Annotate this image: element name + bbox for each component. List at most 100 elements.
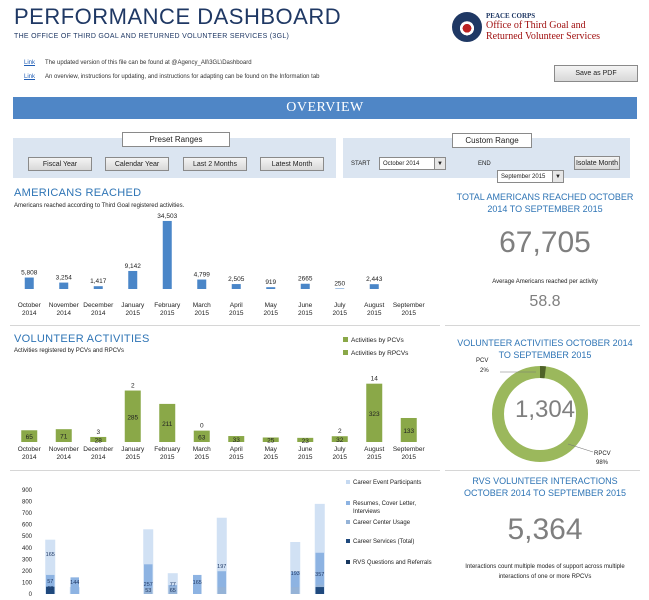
volunteer-activities-chart: 65October201471November2014283December20… — [18, 337, 425, 461]
chevron-down-icon[interactable]: ▼ — [434, 158, 445, 169]
logo-line2: Returned Volunteer Services — [486, 31, 601, 42]
bar-rpcv — [366, 383, 383, 442]
x-tick-label: 2015 — [367, 310, 382, 317]
bar-data-label: 257 — [144, 582, 153, 588]
section-divider — [10, 470, 440, 471]
section-divider — [445, 325, 640, 326]
x-tick-label: December — [83, 446, 114, 453]
calendar-year-button[interactable]: Calendar Year — [105, 157, 169, 171]
x-tick-label: February — [154, 446, 181, 453]
bar-rvs — [144, 564, 153, 594]
y-tick-label: 700 — [22, 511, 33, 517]
bar-data-label: 57 — [47, 579, 53, 585]
info-link[interactable]: Link — [24, 74, 36, 80]
page-title: PERFORMANCE DASHBOARD — [14, 4, 342, 29]
bar-rvs — [167, 573, 178, 594]
last-2-months-button[interactable]: Last 2 Months — [183, 157, 247, 171]
preset-ranges-title: Preset Ranges — [122, 132, 230, 147]
logo-line1: Office of Third Goal and — [486, 20, 586, 31]
bar-americans — [197, 279, 207, 289]
update-link[interactable]: Link — [24, 60, 36, 66]
y-tick-label: 500 — [22, 534, 33, 540]
save-pdf-button[interactable]: Save as PDF — [554, 65, 638, 82]
x-tick-label: March — [193, 302, 211, 309]
bar-data-label: 77 — [170, 582, 176, 588]
americans-reached-desc: Americans reached according to Third Goa… — [14, 203, 185, 209]
peace-corps-seal-icon — [452, 12, 482, 42]
bar-data-label: 285 — [127, 414, 138, 421]
legend-label: Career Services (Total) — [353, 539, 414, 545]
x-tick-label: January — [121, 446, 145, 453]
bar-rpcv — [90, 436, 107, 442]
bar-rvs — [143, 529, 154, 594]
logo-org: PEACE CORPS — [486, 12, 536, 20]
overview-banner: OVERVIEW — [13, 97, 637, 119]
bar-americans — [128, 270, 138, 289]
bar-rvs — [193, 574, 202, 594]
x-tick-label: 2015 — [264, 310, 279, 317]
end-date-select[interactable]: September 2015 ▼ — [497, 170, 564, 183]
x-tick-label: 2015 — [195, 454, 210, 461]
legend-swatch — [343, 350, 348, 355]
bar-rvs — [290, 542, 301, 594]
bar-data-label: 63 — [198, 434, 206, 441]
bar-rvs — [216, 517, 227, 594]
bar-rvs — [45, 539, 56, 594]
x-tick-label: April — [230, 302, 244, 309]
x-tick-label: 2014 — [91, 454, 106, 461]
bar-data-label: 5,808 — [21, 270, 38, 277]
y-tick-label: 200 — [22, 569, 33, 575]
x-tick-label: 2015 — [298, 310, 313, 317]
bar-rvs — [144, 587, 153, 594]
bar-data-label: 28 — [95, 437, 103, 444]
bar-rvs — [168, 586, 177, 594]
y-tick-label: 300 — [22, 557, 33, 563]
end-date-value: September 2015 — [501, 173, 546, 180]
x-tick-label: 2015 — [126, 454, 141, 461]
x-tick-label: May — [265, 302, 278, 309]
avg-americans-value: 58.8 — [529, 293, 561, 310]
legend-label: Resumes, Cover Letter, — [353, 501, 416, 507]
bar-data-label: 4,799 — [194, 272, 211, 279]
bar-rvs — [291, 571, 300, 594]
donut-total-value: 1,304 — [514, 396, 576, 423]
leader-line-rpcv — [567, 443, 594, 453]
bar-data-label: 2 — [338, 428, 342, 435]
start-label: START — [351, 161, 371, 167]
bar-data-label: 165 — [46, 552, 55, 558]
bar-data-label: 197 — [217, 564, 226, 570]
bar-data-label: 323 — [369, 411, 380, 418]
bar-data-label: 357 — [315, 572, 324, 578]
bar-data-label: 63 — [47, 586, 53, 592]
x-tick-label: November — [49, 446, 80, 453]
fiscal-year-button[interactable]: Fiscal Year — [28, 157, 92, 171]
legend-swatch — [346, 480, 350, 484]
start-date-select[interactable]: October 2014 ▼ — [379, 157, 446, 170]
legend-swatch — [346, 520, 350, 524]
americans-reached-chart: 5,808October20143,254November20141,417De… — [18, 213, 426, 317]
x-tick-label: 2014 — [57, 310, 72, 317]
bar-data-label: 193 — [291, 571, 300, 577]
bar-rvs — [46, 586, 55, 594]
bar-rpcv — [124, 390, 141, 442]
x-tick-label: 2015 — [402, 454, 417, 461]
bar-data-label: 71 — [60, 434, 68, 441]
legend-swatch — [343, 337, 348, 342]
bar-data-label: 33 — [233, 437, 241, 444]
rvs-interactions-chart: 0 100 200 300 400 500 600 700 800 900 165 144 257 77 1… — [22, 480, 432, 598]
bar-rpcv — [159, 403, 176, 442]
isolate-month-button[interactable]: Isolate Month — [574, 156, 620, 170]
bar-rpcv — [331, 436, 348, 442]
pcv-label: PCV — [476, 358, 489, 364]
x-tick-label: August — [364, 302, 384, 309]
x-tick-label: May — [265, 446, 278, 453]
custom-range-title: Custom Range — [452, 133, 532, 148]
x-tick-label: 2015 — [229, 454, 244, 461]
x-tick-label: 2015 — [126, 310, 141, 317]
update-note: The updated version of this file can be … — [45, 60, 252, 66]
y-tick-label: 400 — [22, 546, 33, 552]
volunteer-activities-desc: Activities registered by PCVs and RPCVs — [14, 348, 125, 354]
bar-data-label: 65 — [170, 588, 176, 594]
latest-month-button[interactable]: Latest Month — [260, 157, 324, 171]
chevron-down-icon[interactable]: ▼ — [552, 171, 563, 182]
